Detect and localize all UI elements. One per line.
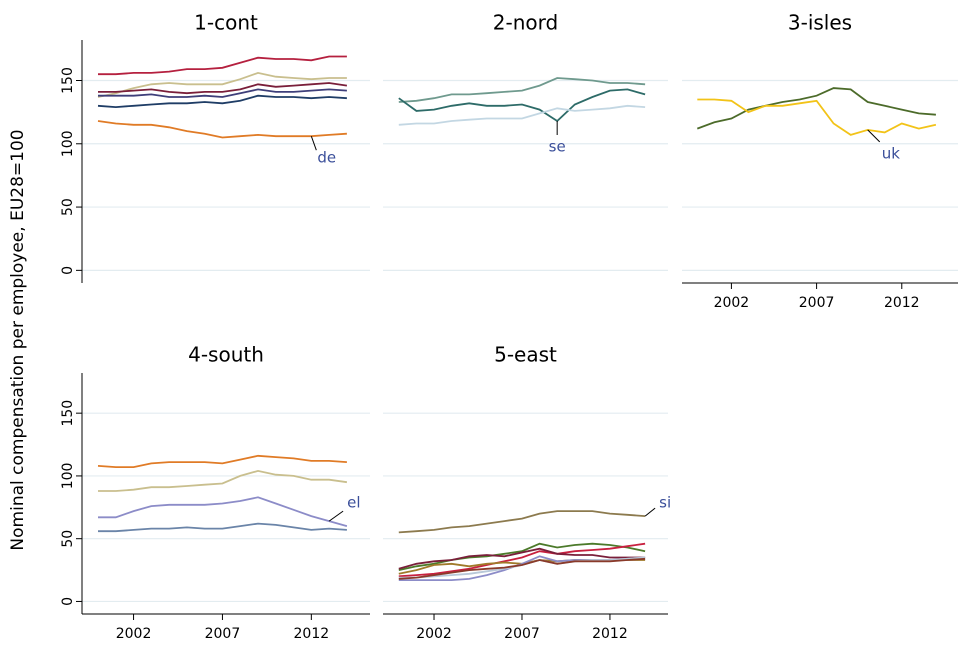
annotation: el <box>347 494 360 512</box>
series-line <box>98 88 347 98</box>
y-tick-label: 0 <box>60 266 76 275</box>
series-line <box>696 87 936 130</box>
annotation: se <box>549 138 566 156</box>
annotation: si <box>659 494 671 512</box>
series-line <box>97 454 347 468</box>
panel-title: 5-east <box>494 343 557 367</box>
series-line <box>398 542 646 571</box>
y-tick-label: 50 <box>60 530 76 548</box>
y-axis-title: Nominal compensation per employee, EU28=… <box>8 129 28 550</box>
x-tick-label: 2007 <box>504 626 540 642</box>
series-line <box>97 120 347 139</box>
series-line <box>697 98 937 136</box>
series-line <box>98 469 348 492</box>
series-line <box>98 82 348 95</box>
x-tick-label: 2002 <box>116 626 152 642</box>
x-tick-label: 2012 <box>884 295 920 311</box>
series-line <box>98 522 347 533</box>
series-line <box>398 510 646 534</box>
y-tick-label: 100 <box>60 463 76 490</box>
annotation: de <box>317 149 336 167</box>
series-line <box>98 496 348 527</box>
x-tick-label: 2012 <box>294 626 330 642</box>
annotation-leader <box>644 507 656 517</box>
series-line <box>398 542 646 578</box>
x-tick-label: 2012 <box>592 626 628 642</box>
annotation-leader <box>867 129 881 143</box>
series-line <box>398 557 646 580</box>
annotation: uk <box>882 144 901 162</box>
series-line <box>98 55 347 76</box>
panel-title: 2-nord <box>493 11 558 35</box>
series-line <box>97 71 347 98</box>
x-tick-label: 2007 <box>205 626 241 642</box>
series-line <box>398 547 646 570</box>
annotation-leader <box>328 510 344 522</box>
x-tick-label: 2007 <box>799 295 835 311</box>
y-tick-label: 150 <box>60 400 76 427</box>
series-line <box>398 77 646 103</box>
panel-title: 1-cont <box>194 11 258 35</box>
panel-title: 3-isles <box>788 11 852 35</box>
panel-title: 4-south <box>188 343 264 367</box>
x-tick-label: 2002 <box>416 626 452 642</box>
series-line <box>398 104 646 126</box>
x-tick-label: 2002 <box>714 295 750 311</box>
y-tick-label: 150 <box>60 67 76 94</box>
series-line <box>97 94 347 109</box>
annotation-leader <box>310 136 317 151</box>
series-line <box>398 88 646 123</box>
y-tick-label: 100 <box>60 130 76 157</box>
y-tick-label: 0 <box>60 597 76 606</box>
y-tick-label: 50 <box>60 198 76 216</box>
